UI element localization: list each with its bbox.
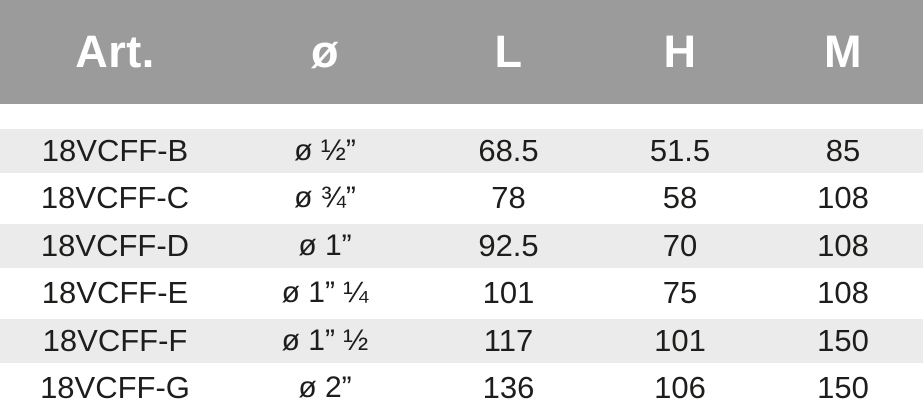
cell-diameter: ø ¾” xyxy=(294,181,356,215)
cell-l: 136 xyxy=(482,370,535,406)
cell-diameter: ø ½” xyxy=(294,133,356,167)
cell-m: 108 xyxy=(817,227,869,263)
cell-h: 70 xyxy=(662,227,698,263)
header-gap xyxy=(0,104,923,127)
cell-h: 101 xyxy=(654,322,706,358)
cell-h: 51.5 xyxy=(649,132,711,168)
table-row: 18VCFF-C ø ¾” 78 58 108 xyxy=(0,174,923,222)
cell-l: 117 xyxy=(483,322,534,358)
cell-m: 85 xyxy=(825,132,861,168)
table-row: 18VCFF-E ø 1” ¼ 101 75 108 xyxy=(0,269,923,317)
cell-art: 18VCFF-E xyxy=(41,275,189,311)
table-row: 18VCFF-B ø ½” 68.5 51.5 85 xyxy=(0,127,923,175)
table-row: 18VCFF-D ø 1” 92.5 70 108 xyxy=(0,222,923,270)
cell-diameter: ø 1” xyxy=(298,228,352,262)
cell-l: 92.5 xyxy=(478,227,539,263)
cell-l: 68.5 xyxy=(478,132,539,168)
cell-l: 78 xyxy=(491,180,526,216)
column-header-art: Art. xyxy=(75,26,155,77)
cell-m: 150 xyxy=(817,370,869,406)
column-header-l: L xyxy=(494,26,523,77)
cell-art: 18VCFF-B xyxy=(41,132,189,168)
cell-art: 18VCFF-G xyxy=(40,370,190,406)
cell-m: 108 xyxy=(817,180,869,216)
cell-art: 18VCFF-F xyxy=(42,322,188,358)
cell-diameter: ø 1” ¼ xyxy=(281,276,369,310)
cell-h: 106 xyxy=(654,370,706,406)
column-header-h: H xyxy=(663,26,697,77)
table-row: 18VCFF-G ø 2” 136 106 150 xyxy=(0,364,923,412)
cell-art: 18VCFF-D xyxy=(40,227,190,263)
table-header-row: Art. ø L H M xyxy=(0,0,923,104)
column-header-m: M xyxy=(824,26,862,77)
cell-l: 101 xyxy=(482,275,535,311)
cell-m: 150 xyxy=(817,322,869,358)
cell-art: 18VCFF-C xyxy=(40,180,190,216)
cell-m: 108 xyxy=(817,275,869,311)
table-body: 18VCFF-B ø ½” 68.5 51.5 85 18VCFF-C ø ¾”… xyxy=(0,127,923,413)
cell-diameter: ø 1” ½ xyxy=(281,323,369,357)
cell-diameter: ø 2” xyxy=(298,371,352,405)
cell-h: 75 xyxy=(662,275,698,311)
cell-h: 58 xyxy=(662,180,698,216)
table-row: 18VCFF-F ø 1” ½ 117 101 150 xyxy=(0,317,923,365)
column-header-diameter: ø xyxy=(311,26,339,77)
